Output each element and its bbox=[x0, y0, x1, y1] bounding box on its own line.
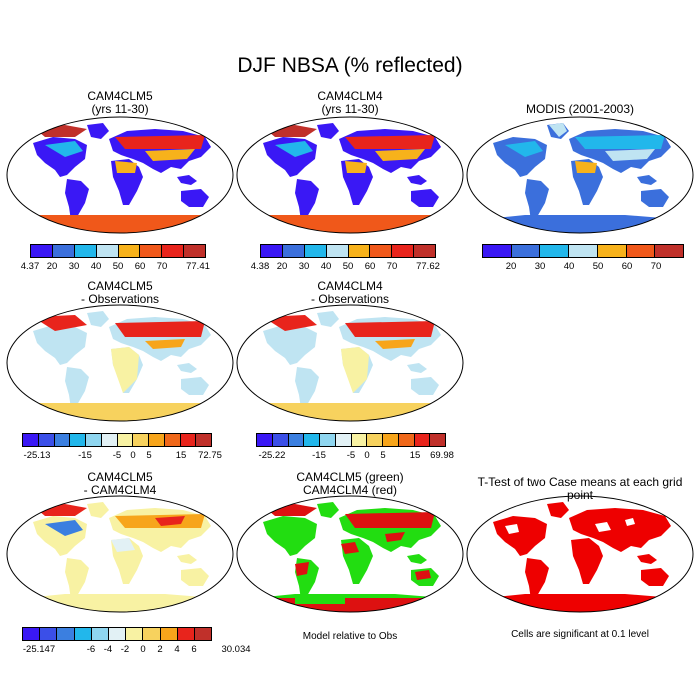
colorbar-clm4-minus-obs bbox=[256, 433, 446, 447]
tick-label: 0 bbox=[140, 644, 146, 655]
tick-label: -5 bbox=[346, 450, 356, 461]
tick-label: 77.41 bbox=[186, 261, 210, 272]
map-ttest bbox=[466, 495, 694, 613]
map-clm5-minus-clm4 bbox=[6, 495, 234, 613]
panel-title-cam4clm4: CAM4CLM4 (yrs 11-30) bbox=[317, 89, 383, 116]
tick-label: 60 bbox=[364, 261, 376, 272]
tick-label: 6 bbox=[191, 644, 197, 655]
map-model-relative-obs bbox=[236, 495, 464, 613]
colorbar-cam4clm4 bbox=[260, 244, 436, 258]
tick-label: 20 bbox=[505, 261, 517, 272]
tick-label: 72.75 bbox=[198, 450, 222, 461]
note-significance: Cells are significant at 0.1 level bbox=[511, 629, 649, 640]
tick-label: -4 bbox=[103, 644, 113, 655]
tick-label: 4.38 bbox=[250, 261, 270, 272]
panel-title-clm5-minus-obs: CAM4CLM5 - Observations bbox=[80, 279, 160, 306]
tick-label: -2 bbox=[120, 644, 130, 655]
panel-title-ttest: T-Test of two Case means at each grid po… bbox=[477, 475, 683, 502]
tick-label: 50 bbox=[112, 261, 124, 272]
colorbar-clm5-minus-obs bbox=[22, 433, 212, 447]
map-clm4-minus-obs bbox=[236, 304, 464, 422]
tick-label: 70 bbox=[650, 261, 662, 272]
panel-title-clm5-minus-clm4: CAM4CLM5 - CAM4CLM4 bbox=[83, 470, 157, 497]
tick-label: -6 bbox=[86, 644, 96, 655]
tick-label: 70 bbox=[386, 261, 398, 272]
colorbar-clm5-minus-clm4 bbox=[22, 627, 212, 641]
colorbar-modis bbox=[482, 244, 684, 258]
tick-label: 2 bbox=[157, 644, 163, 655]
tick-label: 60 bbox=[621, 261, 633, 272]
tick-label: 4.37 bbox=[20, 261, 40, 272]
panel-title-clm4-minus-obs: CAM4CLM4 - Observations bbox=[310, 279, 390, 306]
panel-title-green-red: CAM4CLM5 (green) CAM4CLM4 (red) bbox=[296, 470, 404, 497]
tick-label: 20 bbox=[46, 261, 58, 272]
map-modis bbox=[466, 116, 694, 234]
panel-title-modis: MODIS (2001-2003) bbox=[525, 102, 635, 116]
map-cam4clm5 bbox=[6, 116, 234, 234]
tick-label: 60 bbox=[134, 261, 146, 272]
tick-label: -25.22 bbox=[258, 450, 286, 461]
tick-label: -15 bbox=[78, 450, 92, 461]
map-cam4clm4 bbox=[236, 116, 464, 234]
figure-title: DJF NBSA (% reflected) bbox=[237, 54, 463, 77]
tick-label: 69.98 bbox=[430, 450, 454, 461]
panel-title-cam4clm5: CAM4CLM5 (yrs 11-30) bbox=[87, 89, 153, 116]
note-model-relative: Model relative to Obs bbox=[302, 631, 398, 642]
colorbar-cam4clm5 bbox=[30, 244, 206, 258]
tick-label: 30 bbox=[68, 261, 80, 272]
tick-label: -5 bbox=[112, 450, 122, 461]
tick-label: 70 bbox=[156, 261, 168, 272]
tick-label: 20 bbox=[276, 261, 288, 272]
tick-label: -25.13 bbox=[23, 450, 51, 461]
tick-label: 5 bbox=[380, 450, 386, 461]
tick-label: 50 bbox=[342, 261, 354, 272]
tick-label: 40 bbox=[563, 261, 575, 272]
tick-label: -25.147 bbox=[22, 644, 56, 655]
tick-label: 40 bbox=[90, 261, 102, 272]
tick-label: 4 bbox=[174, 644, 180, 655]
tick-label: 15 bbox=[409, 450, 421, 461]
tick-label: 5 bbox=[146, 450, 152, 461]
tick-label: -15 bbox=[312, 450, 326, 461]
tick-label: 0 bbox=[130, 450, 136, 461]
tick-label: 50 bbox=[592, 261, 604, 272]
tick-label: 30 bbox=[534, 261, 546, 272]
map-clm5-minus-obs bbox=[6, 304, 234, 422]
tick-label: 77.62 bbox=[416, 261, 440, 272]
tick-label: 30 bbox=[298, 261, 310, 272]
tick-label: 40 bbox=[320, 261, 332, 272]
tick-label: 0 bbox=[364, 450, 370, 461]
tick-label: 30.034 bbox=[221, 644, 251, 655]
tick-label: 15 bbox=[175, 450, 187, 461]
